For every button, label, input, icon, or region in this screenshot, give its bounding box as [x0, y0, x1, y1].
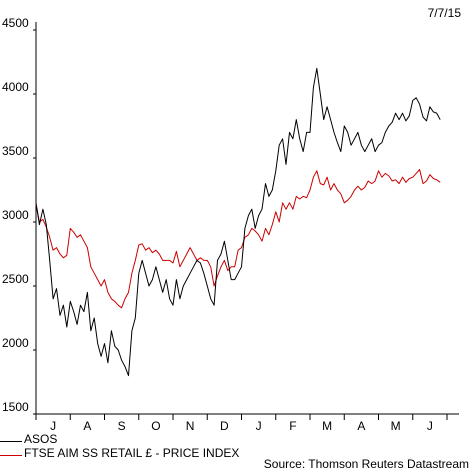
y-tick-label: 3000: [2, 208, 29, 222]
y-tick-label: 4000: [2, 80, 29, 94]
x-tick-label: M: [322, 419, 332, 433]
x-tick-label: M: [391, 419, 401, 433]
x-tick-label: A: [357, 419, 365, 433]
x-tick-label: A: [83, 419, 91, 433]
date-label: 7/7/15: [427, 6, 461, 20]
legend-swatch-asos: [0, 441, 22, 442]
legend-label-asos: ASOS: [24, 432, 58, 446]
x-tick-label: D: [220, 419, 229, 433]
y-tick-label: 3500: [2, 144, 29, 158]
y-tick-label: 2000: [2, 336, 29, 350]
x-tick-label: F: [289, 419, 296, 433]
legend-swatch-ftse: [0, 455, 22, 456]
x-tick-label: J: [50, 419, 56, 433]
y-tick-label: 1500: [2, 400, 29, 414]
series-line-ftse-aim: [35, 169, 441, 309]
x-tick-label: O: [151, 419, 160, 433]
y-tick-label: 2500: [2, 272, 29, 286]
source-note: Source: Thomson Reuters Datastream: [263, 457, 469, 471]
x-tick-label: J: [427, 419, 433, 433]
legend-label-ftse: FTSE AIM SS RETAIL £ - PRICE INDEX: [24, 446, 240, 460]
series-line-asos: [35, 67, 441, 377]
y-tick-label: 4500: [2, 16, 29, 30]
x-tick-label: N: [186, 419, 195, 433]
y-axis: 1500 2000 2500 3000 3500 4000 4500: [2, 16, 37, 415]
x-tick-label: S: [118, 419, 126, 433]
x-tick-label: J: [256, 419, 262, 433]
series-lines: [35, 67, 441, 377]
